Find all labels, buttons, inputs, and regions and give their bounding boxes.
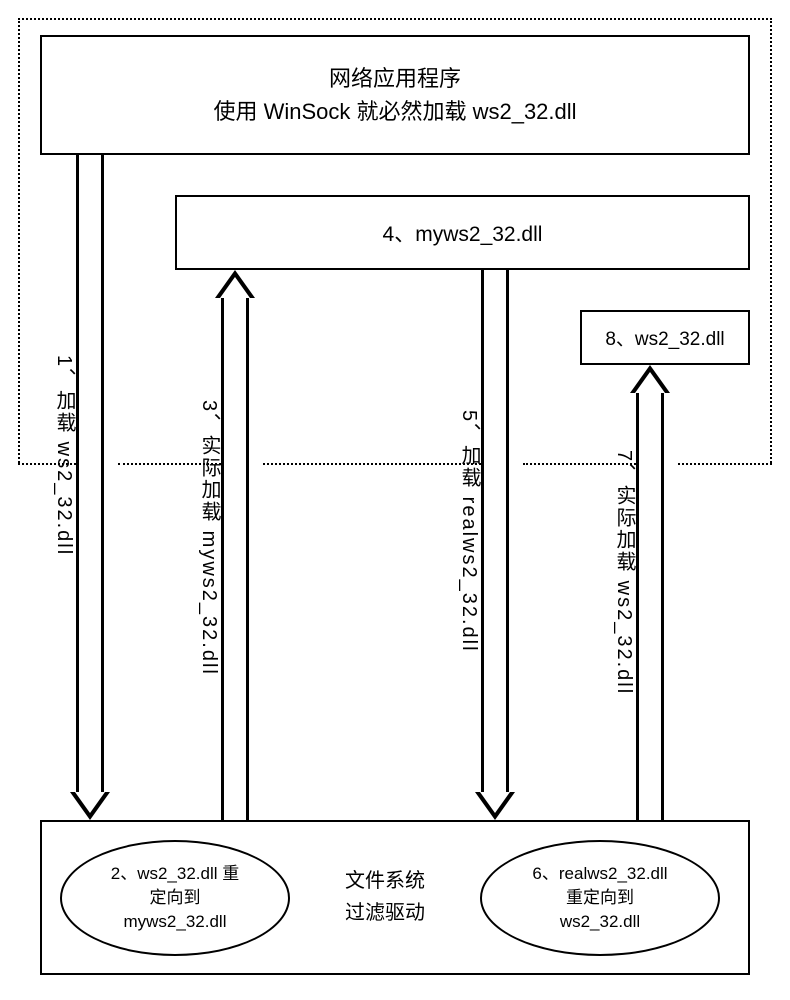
app-subtitle: 使用 WinSock 就必然加载 ws2_32.dll (213, 95, 576, 128)
redirect-ellipse-right: 6、realws2_32.dll 重定向到 ws2_32.dll (480, 840, 720, 956)
ellipse-left-line1: 2、ws2_32.dll 重 (111, 862, 240, 886)
arrow-3-head (215, 270, 255, 298)
filter-label-line2: 过滤驱动 (345, 897, 425, 929)
arrow-7-body (636, 393, 664, 820)
arrow-1-body (76, 155, 104, 792)
ellipse-right-line3: ws2_32.dll (532, 910, 667, 934)
ellipse-right-line1: 6、realws2_32.dll (532, 862, 667, 886)
process-boundary-bottom-3 (263, 463, 481, 465)
filter-label-line1: 文件系统 (345, 865, 425, 897)
arrow-1-label: 1、加载 ws2_32.dll (50, 355, 79, 556)
arrow-3-body (221, 298, 249, 820)
redirect-ellipse-left: 2、ws2_32.dll 重 定向到 myws2_32.dll (60, 840, 290, 956)
process-boundary-bottom-5 (678, 463, 772, 465)
filter-driver-label: 文件系统 过滤驱动 (345, 865, 425, 929)
arrow-1-head (70, 792, 110, 820)
arrow-7-head (630, 365, 670, 393)
arrow-7-label: 7、实际加载 ws2_32.dll (610, 450, 639, 695)
app-box: 网络应用程序 使用 WinSock 就必然加载 ws2_32.dll (40, 35, 750, 155)
ws2-box: 8、ws2_32.dll (580, 310, 750, 365)
ws2-label: 8、ws2_32.dll (605, 324, 724, 351)
arrow-5-label: 5、加载 realws2_32.dll (455, 410, 484, 653)
ellipse-left-line2: 定向到 (111, 886, 240, 910)
app-title: 网络应用程序 (329, 62, 461, 95)
myws2-box: 4、myws2_32.dll (175, 195, 750, 270)
arrow-5-body (481, 270, 509, 792)
arrow-3-label: 3、实际加载 myws2_32.dll (195, 400, 224, 676)
diagram-canvas: 网络应用程序 使用 WinSock 就必然加载 ws2_32.dll 4、myw… (0, 0, 790, 1000)
ellipse-left-line3: myws2_32.dll (111, 910, 240, 934)
ellipse-right-line2: 重定向到 (532, 886, 667, 910)
arrow-5-head (475, 792, 515, 820)
myws2-label: 4、myws2_32.dll (383, 218, 543, 248)
